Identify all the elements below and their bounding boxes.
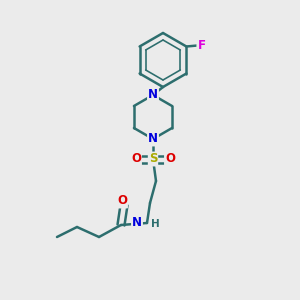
- Text: F: F: [197, 39, 206, 52]
- Text: O: O: [131, 152, 141, 166]
- Text: N: N: [148, 88, 158, 101]
- Text: N: N: [132, 217, 142, 230]
- Text: O: O: [165, 152, 175, 166]
- Text: S: S: [149, 152, 157, 166]
- Text: N: N: [148, 133, 158, 146]
- Text: H: H: [151, 219, 159, 229]
- Text: O: O: [117, 194, 127, 208]
